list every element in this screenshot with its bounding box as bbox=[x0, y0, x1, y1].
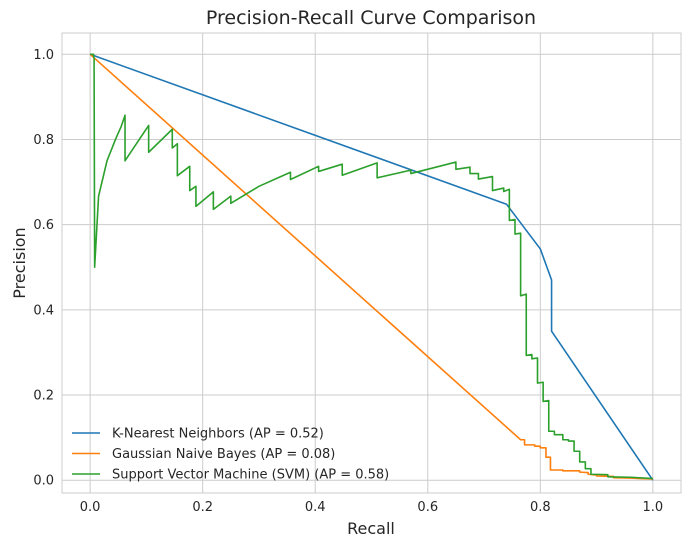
grid bbox=[62, 33, 681, 493]
x-tick-label: 0.2 bbox=[192, 500, 213, 515]
y-tick-label: 0.8 bbox=[33, 133, 54, 148]
x-tick-label: 0.6 bbox=[417, 500, 438, 515]
x-tick-label: 0.0 bbox=[80, 500, 101, 515]
legend: K-Nearest Neighbors (AP = 0.52) Gaussian … bbox=[72, 427, 389, 483]
series-layer bbox=[89, 53, 654, 481]
x-tick-label: 0.8 bbox=[530, 500, 551, 515]
chart-title: Precision-Recall Curve Comparison bbox=[206, 7, 536, 29]
x-tick-label: 1.0 bbox=[643, 500, 664, 515]
y-tick-label: 0.4 bbox=[33, 303, 54, 318]
legend-label: Gaussian Naive Bayes (AP = 0.08) bbox=[112, 447, 335, 462]
legend-label: Support Vector Machine (SVM) (AP = 0.58) bbox=[112, 468, 389, 483]
x-axis-label: Recall bbox=[347, 519, 395, 538]
series-line-1 bbox=[89, 53, 653, 480]
plot-area bbox=[61, 32, 682, 494]
y-tick-label: 1.0 bbox=[33, 48, 54, 63]
x-tick-label: 0.4 bbox=[305, 500, 326, 515]
legend-label: K-Nearest Neighbors (AP = 0.52) bbox=[112, 427, 324, 442]
series-line-0 bbox=[89, 53, 654, 481]
series-line-2 bbox=[90, 53, 653, 480]
y-axis-label: Precision bbox=[10, 227, 29, 298]
tick-labels: 0.0 0.2 0.4 0.6 0.8 1.0 0.0 0.2 0.4 0.6 0.8 1.0 bbox=[33, 48, 663, 515]
y-tick-label: 0.2 bbox=[33, 389, 54, 404]
y-tick-label: 0.6 bbox=[33, 218, 54, 233]
y-tick-label: 0.0 bbox=[33, 474, 54, 489]
